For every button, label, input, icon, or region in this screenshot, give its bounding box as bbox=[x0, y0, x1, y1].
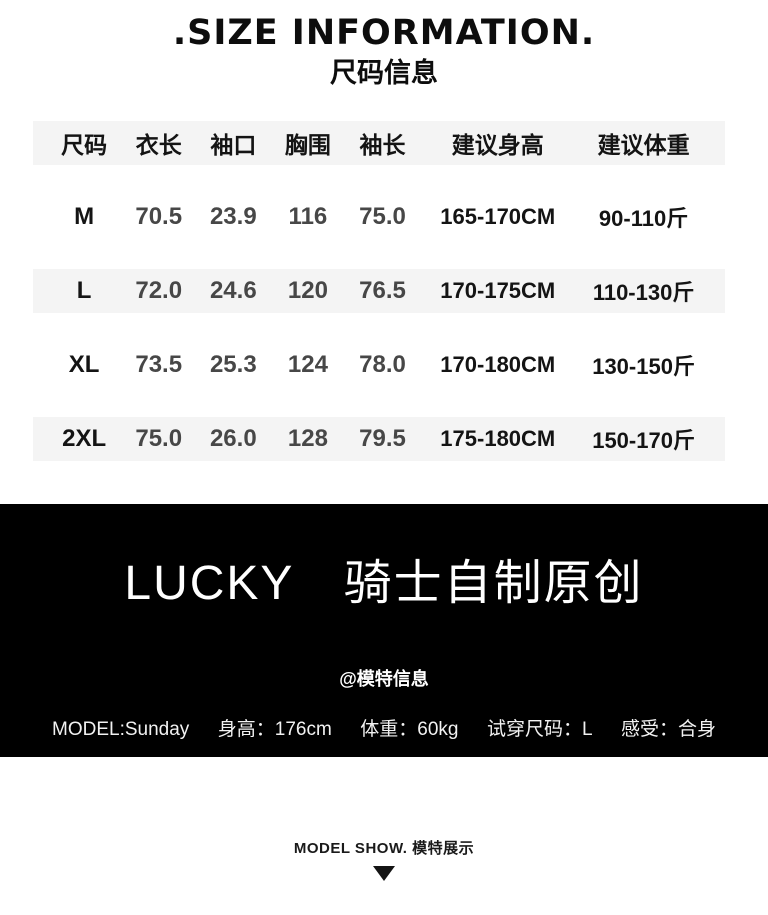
length-value: 75.0 bbox=[135, 425, 183, 452]
weight-value: 110-130斤 bbox=[592, 280, 695, 305]
size-value: XL bbox=[68, 351, 100, 378]
size-table: 尺码 衣长 袖口 胸围 袖长 建议身高 建议体重 M 70.5 23.9 116… bbox=[33, 121, 725, 461]
chest-value: 120 bbox=[287, 277, 328, 304]
model-size-worn: 试穿尺码：L bbox=[486, 719, 593, 740]
size-value: M bbox=[74, 203, 95, 230]
model-name: MODEL:Sunday bbox=[52, 719, 190, 740]
height-value: 175-180CM bbox=[440, 426, 556, 451]
size-value: 2XL bbox=[62, 425, 107, 452]
height-value: 165-170CM bbox=[440, 204, 556, 229]
table-row-xl: XL 73.5 25.3 124 78.0 170-180CM 130-150斤 bbox=[33, 343, 725, 387]
table-row-m: M 70.5 23.9 116 75.0 165-170CM 90-110斤 bbox=[33, 195, 725, 239]
table-row-l: L 72.0 24.6 120 76.5 170-175CM 110-130斤 bbox=[33, 269, 725, 313]
cuff-value: 26.0 bbox=[209, 425, 257, 452]
column-header-cuff: 袖口 bbox=[210, 132, 257, 158]
page-title-chinese: 尺码信息 bbox=[330, 58, 438, 88]
brand-banner: LUCKY 骑士自制原创 @模特信息 MODEL:Sunday 身高：176cm… bbox=[0, 504, 768, 757]
cuff-value: 23.9 bbox=[209, 203, 257, 230]
column-header-height: 建议身高 bbox=[451, 132, 544, 158]
column-header-size: 尺码 bbox=[61, 132, 108, 158]
column-header-chest: 胸围 bbox=[284, 132, 331, 158]
model-show-label: MODEL SHOW. 模特展示 bbox=[293, 840, 475, 857]
length-value: 72.0 bbox=[135, 277, 183, 304]
column-header-length: 衣长 bbox=[135, 132, 182, 158]
down-triangle-icon bbox=[373, 866, 395, 881]
column-header-weight: 建议体重 bbox=[597, 132, 690, 158]
model-weight: 体重：60kg bbox=[360, 719, 459, 740]
chest-value: 124 bbox=[287, 351, 328, 378]
weight-value: 90-110斤 bbox=[598, 206, 689, 231]
brand-title: LUCKY 骑士自制原创 bbox=[124, 557, 644, 610]
sleeve-value: 78.0 bbox=[359, 351, 406, 378]
model-info-row: MODEL:Sunday 身高：176cm 体重：60kg 试穿尺码：L 感受：… bbox=[0, 718, 768, 741]
size-value: L bbox=[76, 277, 92, 304]
cuff-value: 25.3 bbox=[209, 351, 257, 378]
model-info-heading: @模特信息 bbox=[339, 669, 429, 689]
weight-value: 130-150斤 bbox=[592, 354, 695, 379]
length-value: 70.5 bbox=[135, 203, 183, 230]
height-value: 170-175CM bbox=[440, 278, 556, 303]
page-header: .SIZE INFORMATION. 尺码信息 bbox=[0, 0, 768, 90]
size-table-header-row: 尺码 衣长 袖口 胸围 袖长 建议身高 建议体重 bbox=[33, 121, 725, 165]
length-value: 73.5 bbox=[135, 351, 183, 378]
sleeve-value: 75.0 bbox=[359, 203, 406, 230]
model-height: 身高：176cm bbox=[217, 719, 332, 740]
chest-value: 128 bbox=[287, 425, 328, 452]
height-value: 170-180CM bbox=[440, 352, 556, 377]
model-fit: 感受：合身 bbox=[620, 719, 716, 740]
weight-value: 150-170斤 bbox=[592, 428, 695, 453]
cuff-value: 24.6 bbox=[209, 277, 257, 304]
table-row-2xl: 2XL 75.0 26.0 128 79.5 175-180CM 150-170… bbox=[33, 417, 725, 461]
sleeve-value: 79.5 bbox=[359, 425, 406, 452]
column-header-sleeve: 袖长 bbox=[359, 132, 406, 158]
chest-value: 116 bbox=[288, 203, 328, 230]
page-footer: MODEL SHOW. 模特展示 bbox=[0, 837, 768, 881]
sleeve-value: 76.5 bbox=[359, 277, 406, 304]
page-title-english: .SIZE INFORMATION. bbox=[172, 13, 596, 53]
